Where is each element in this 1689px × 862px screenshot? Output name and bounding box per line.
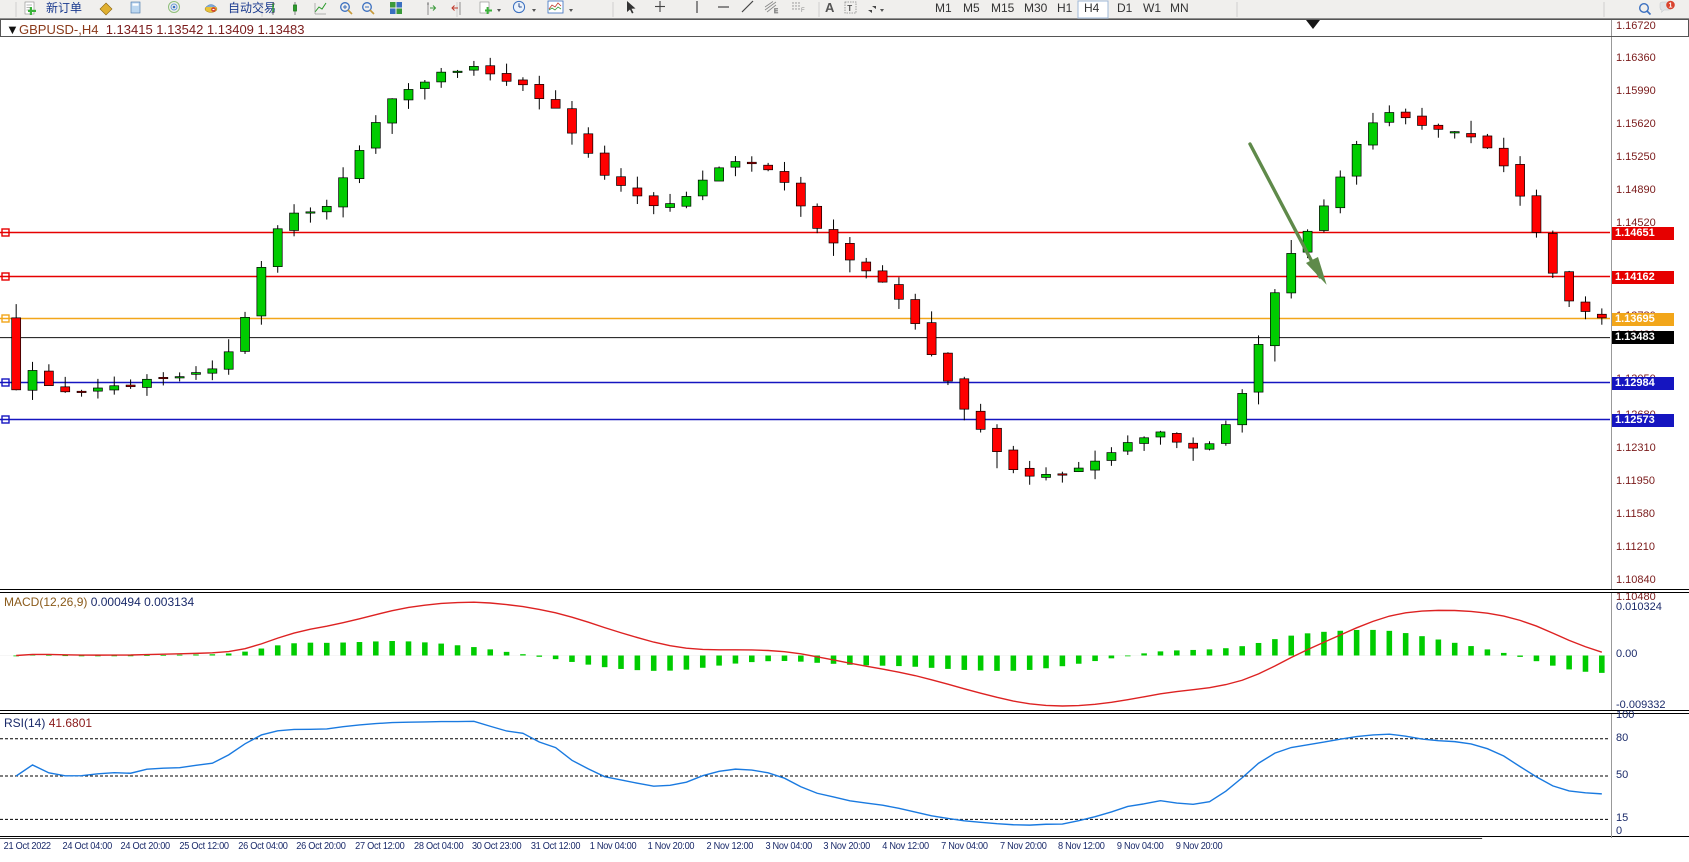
svg-text:H4: H4	[1084, 1, 1100, 15]
svg-text:新订单: 新订单	[46, 0, 82, 15]
svg-text:D1: D1	[1117, 1, 1133, 15]
svg-text:T: T	[847, 4, 852, 13]
svg-text:M1: M1	[935, 1, 952, 15]
svg-text:A: A	[825, 0, 835, 15]
svg-text:自动交易: 自动交易	[228, 0, 276, 15]
svg-text:F: F	[801, 8, 805, 14]
svg-text:MN: MN	[1170, 1, 1189, 15]
svg-text:1: 1	[1669, 2, 1673, 9]
svg-text:M5: M5	[963, 1, 980, 15]
svg-text:M30: M30	[1024, 1, 1048, 15]
svg-text:W1: W1	[1143, 1, 1161, 15]
svg-text:M15: M15	[991, 1, 1015, 15]
svg-text:H1: H1	[1057, 1, 1073, 15]
svg-text:E: E	[774, 9, 778, 15]
